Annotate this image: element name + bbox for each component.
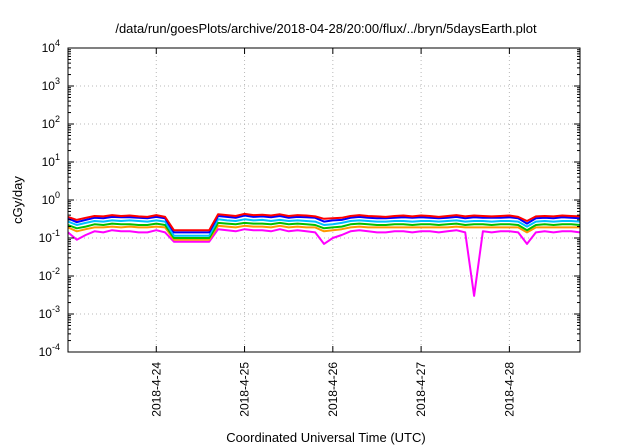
y-tick-base: 10 [42, 117, 56, 131]
y-tick-base: 10 [42, 193, 56, 207]
x-tick-label: 2018-4-25 [238, 362, 252, 417]
y-tick-base: 10 [39, 307, 53, 321]
x-tick-label: 2018-4-26 [326, 362, 340, 417]
y-tick-base: 10 [42, 79, 56, 93]
chart-title: /data/run/goesPlots/archive/2018-04-28/2… [115, 21, 537, 36]
y-tick-label: 10-3 [39, 304, 60, 321]
y-tick-label: 102 [42, 114, 60, 131]
x-tick-label: 2018-4-28 [502, 362, 516, 417]
y-tick-label: 101 [42, 152, 60, 169]
y-axis-title: cGy/day [10, 176, 25, 224]
y-tick-base: 10 [39, 345, 53, 359]
y-tick-label: 100 [42, 190, 60, 207]
axis-ticks [68, 47, 580, 353]
data-series [67, 212, 581, 297]
x-tick-label: 2018-4-27 [414, 362, 428, 417]
y-tick-exponent: -2 [52, 266, 60, 276]
data-series-line [67, 221, 581, 239]
x-tick-label: 2018-4-24 [149, 362, 163, 417]
x-axis-title: Coordinated Universal Time (UTC) [226, 430, 425, 445]
y-tick-exponent: 0 [55, 190, 60, 200]
y-tick-exponent: 1 [55, 152, 60, 162]
data-series-line [67, 214, 581, 234]
y-tick-label: 104 [42, 38, 60, 55]
y-tick-base: 10 [39, 231, 53, 245]
y-tick-base: 10 [42, 155, 56, 169]
y-tick-exponent: 4 [55, 38, 60, 48]
y-tick-exponent: -3 [52, 304, 60, 314]
data-series-line [67, 228, 581, 297]
y-tick-base: 10 [42, 41, 56, 55]
y-tick-label: 10-2 [39, 266, 60, 283]
grid-lines [68, 48, 580, 352]
y-tick-label: 10-1 [39, 228, 60, 245]
y-tick-exponent: 2 [55, 114, 60, 124]
data-series-line [67, 218, 581, 237]
y-tick-label: 103 [42, 76, 60, 93]
y-tick-exponent: -4 [52, 342, 60, 352]
data-series-line [67, 224, 580, 241]
y-tick-base: 10 [39, 269, 53, 283]
y-tick-label: 10-4 [39, 342, 60, 359]
y-tick-exponent: 3 [55, 76, 60, 86]
y-tick-exponent: -1 [52, 228, 60, 238]
x-tick-labels: 2018-4-24 2018-4-25 2018-4-26 2018-4-27 2018… [149, 362, 516, 417]
data-series-line [67, 212, 581, 232]
